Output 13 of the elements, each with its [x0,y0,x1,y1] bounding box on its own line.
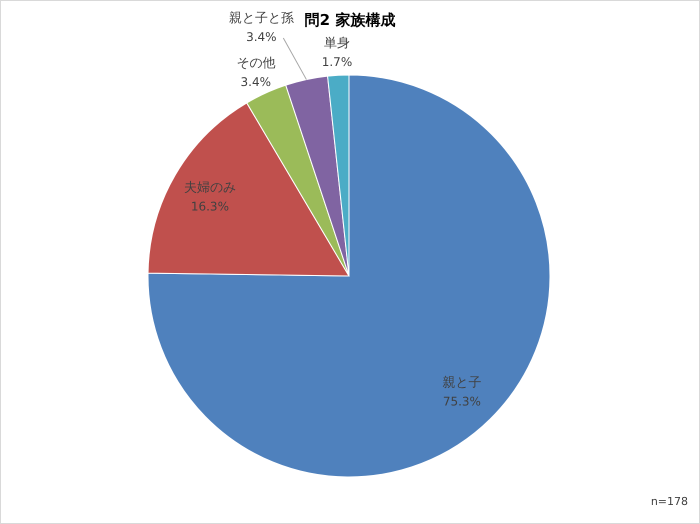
data-label: 3.4% [240,75,272,90]
slice-label: 夫婦のみ [184,180,236,196]
data-label: 16.3% [190,199,229,214]
data-label: 1.7% [322,55,352,70]
data-label: 75.3% [442,394,481,409]
pie-slice [148,74,550,478]
chart-title: 問2 家族構成 [304,11,396,29]
slice-label: その他 [236,56,276,72]
slice-label: 単身 [324,36,350,52]
slice-label: 親と子と孫 [228,10,294,26]
data-label: 3.4% [246,30,277,44]
text: n=178 [650,495,688,508]
slice-label: 親と子 [442,376,482,391]
